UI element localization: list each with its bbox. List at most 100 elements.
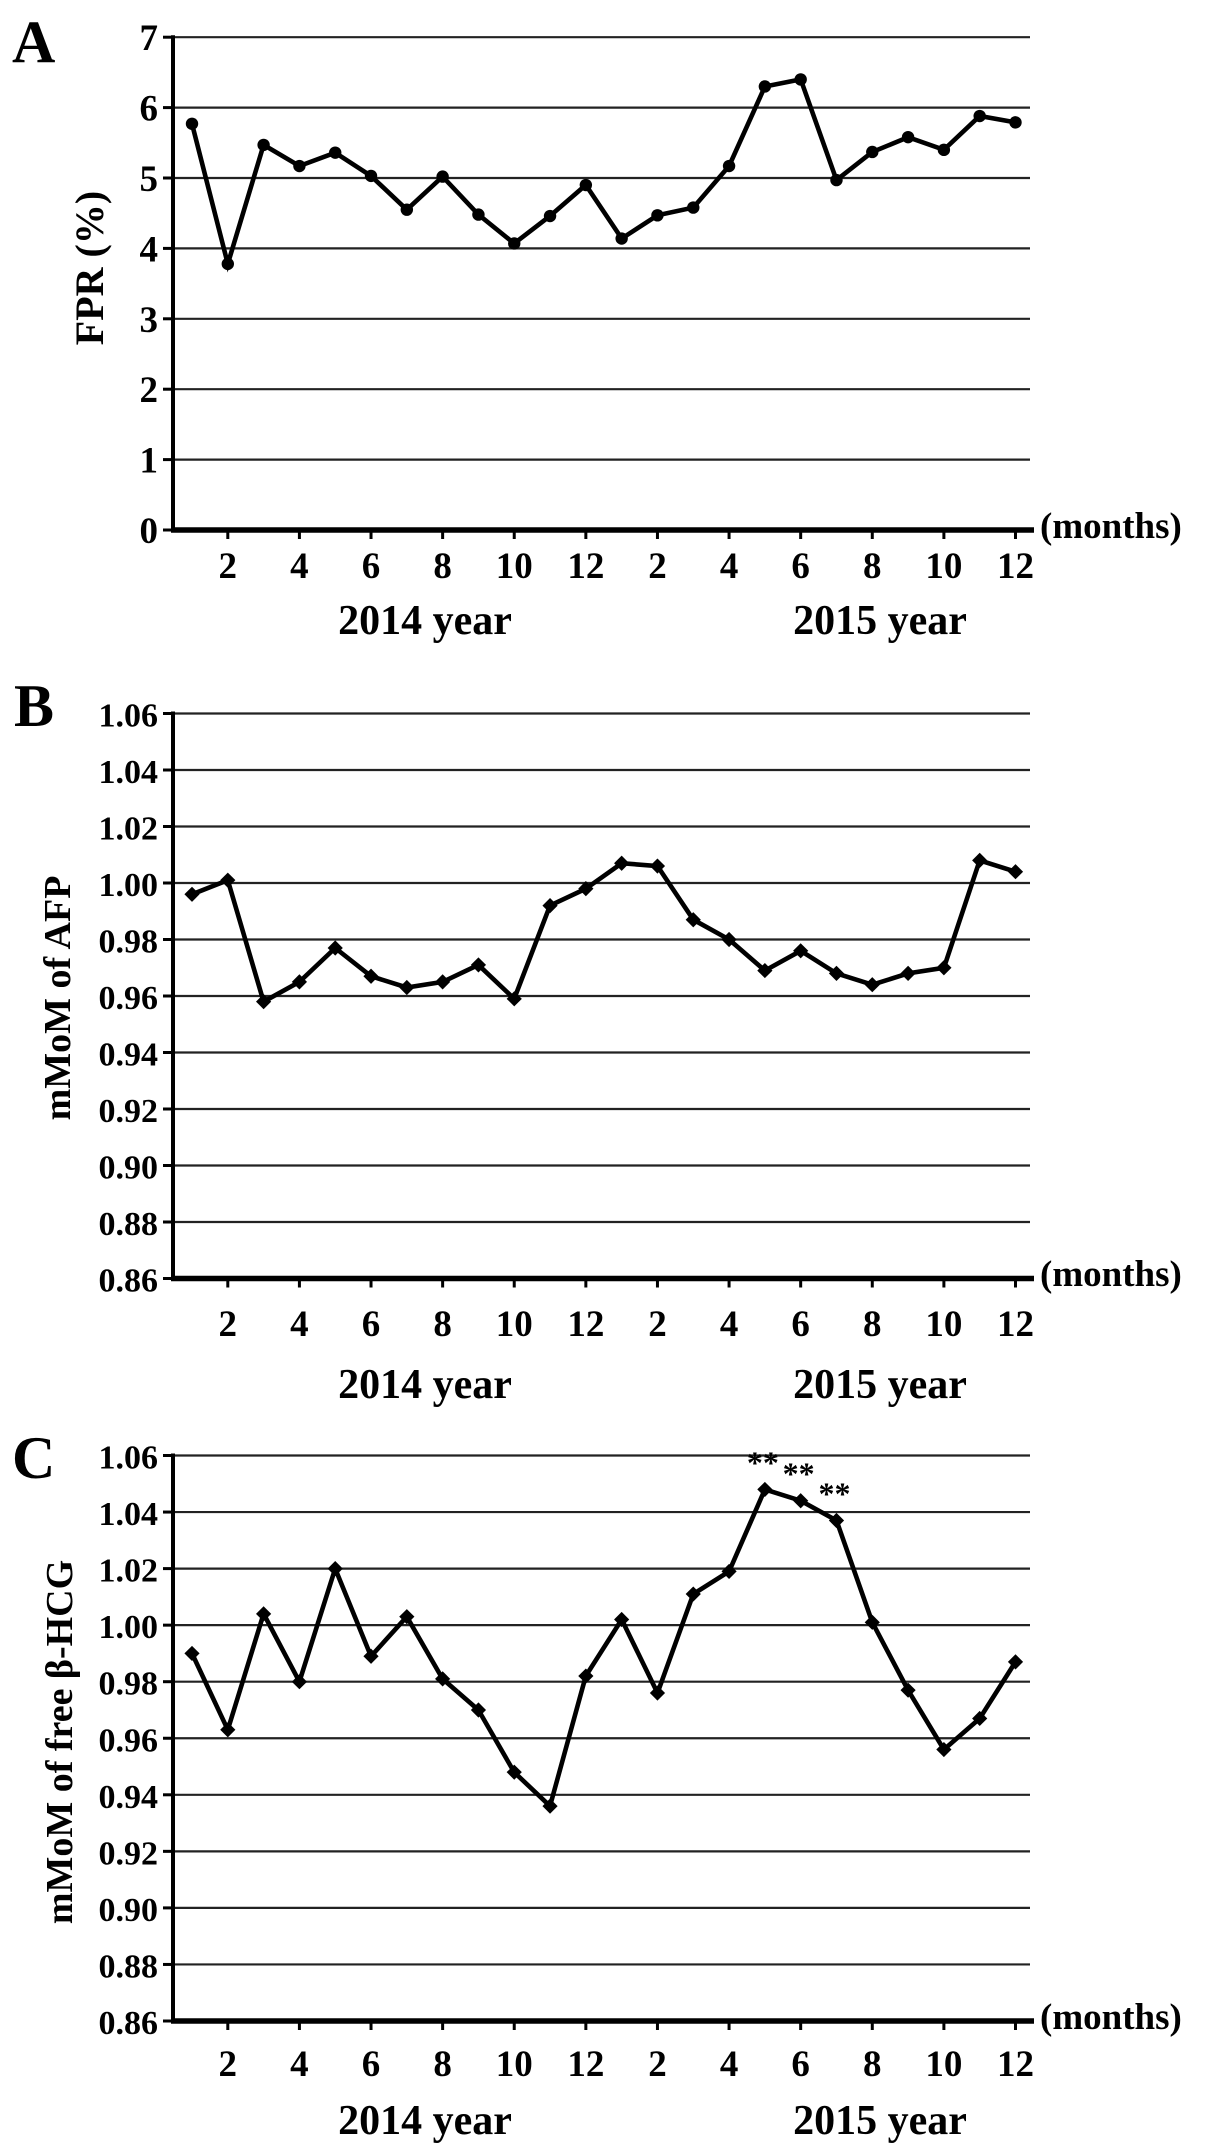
data-point-marker — [685, 1586, 701, 1602]
x-tick-label: 12 — [997, 2044, 1034, 2085]
data-point-marker — [721, 1563, 737, 1580]
data-point-marker — [864, 1614, 880, 1630]
x-tick-label: 4 — [290, 1304, 309, 1345]
data-point-marker — [1009, 116, 1022, 129]
y-tick-label: 0.88 — [99, 1206, 159, 1243]
data-point-marker — [472, 208, 485, 221]
panel-a-letter: A — [12, 9, 56, 75]
panel-c-letter: C — [12, 1425, 56, 1491]
y-tick-label: 4 — [140, 229, 159, 270]
data-point-marker — [220, 872, 236, 888]
x-tick-label: 8 — [433, 2044, 452, 2085]
data-point-marker — [470, 957, 487, 973]
data-point-marker — [722, 159, 736, 173]
y-tick-label: 0.98 — [99, 924, 159, 961]
data-point-marker — [184, 1645, 200, 1662]
x-tick-label: 4 — [720, 2044, 739, 2085]
y-tick-label: 1.02 — [99, 1553, 159, 1590]
y-tick-label: 0.90 — [99, 1892, 159, 1929]
data-point-marker — [794, 73, 807, 86]
x-tick-label: 6 — [791, 546, 810, 587]
data-point-marker — [435, 974, 451, 990]
y-tick-label: 0.96 — [99, 980, 159, 1017]
x-tick-label: 10 — [925, 1304, 962, 1345]
y-tick-label: 1.00 — [99, 867, 159, 904]
data-point-marker — [506, 1764, 522, 1780]
data-point-marker — [329, 146, 342, 159]
data-point-marker — [293, 159, 306, 173]
x-tick-label: 10 — [496, 2044, 533, 2085]
y-tick-label: 7 — [140, 18, 159, 59]
data-point-marker — [614, 855, 630, 871]
data-point-marker — [1007, 864, 1024, 880]
data-point-marker — [615, 232, 628, 245]
data-point-marker — [936, 1741, 952, 1758]
y-tick-label: 1 — [140, 441, 159, 482]
y-tick-label: 0.96 — [99, 1722, 159, 1759]
data-point-marker — [327, 940, 343, 956]
data-point-marker — [758, 80, 772, 93]
x-tick-label: 12 — [567, 1304, 604, 1345]
data-point-marker — [184, 886, 200, 902]
data-point-marker — [291, 974, 308, 990]
x-tick-label: 4 — [720, 1304, 739, 1345]
x-tick-label: 6 — [362, 2044, 381, 2085]
data-point-marker — [579, 178, 593, 192]
y-tick-label: 0.88 — [99, 1948, 159, 1985]
data-point-marker — [436, 170, 449, 183]
data-point-marker — [936, 960, 952, 976]
y-tick-label: 0.92 — [99, 1835, 159, 1872]
x-tick-label: 12 — [997, 546, 1034, 587]
data-point-marker — [1007, 1654, 1024, 1670]
x-tick-label: 4 — [290, 546, 309, 587]
data-point-marker — [649, 1685, 666, 1701]
x-tick-label: 2 — [648, 546, 667, 587]
data-point-marker — [578, 881, 594, 897]
data-point-marker — [542, 1798, 558, 1814]
chart-b-year-2015-label: 2015 year — [793, 1362, 967, 1408]
data-point-marker — [972, 852, 988, 868]
x-tick-label: 8 — [863, 1304, 882, 1345]
chart-b-y-axis-title: mMoM of AFP — [37, 875, 79, 1121]
x-tick-label: 12 — [567, 546, 604, 587]
data-point-marker — [327, 1561, 343, 1577]
y-tick-label: 2 — [140, 370, 159, 411]
y-tick-label: 0.86 — [99, 1263, 159, 1300]
data-point-marker — [866, 145, 879, 159]
data-point-marker — [793, 943, 809, 959]
data-point-marker — [220, 1722, 236, 1738]
data-point-marker — [435, 1671, 451, 1687]
y-tick-label: 1.04 — [99, 754, 159, 791]
x-tick-label: 8 — [433, 546, 452, 587]
chart-b-year-2014-label: 2014 year — [338, 1362, 512, 1408]
x-tick-label: 8 — [433, 1304, 452, 1345]
data-point-marker — [363, 1648, 379, 1664]
x-tick-label: 6 — [791, 2044, 810, 2085]
x-tick-label: 10 — [496, 546, 533, 587]
x-tick-label: 12 — [567, 2044, 604, 2085]
data-point-marker — [578, 1668, 594, 1684]
data-point-marker — [937, 143, 951, 157]
y-tick-label: 3 — [140, 300, 159, 341]
data-point-marker — [185, 117, 199, 130]
data-point-marker — [685, 912, 701, 928]
data-point-marker — [614, 1611, 630, 1628]
data-point-marker — [291, 1674, 308, 1690]
data-point-marker — [900, 965, 916, 981]
chart-c-year-2014-label: 2014 year — [338, 2098, 512, 2144]
y-tick-label: 1.04 — [99, 1496, 159, 1533]
data-point-marker — [506, 991, 522, 1007]
x-tick-label: 6 — [362, 1304, 381, 1345]
x-tick-label: 8 — [863, 2044, 882, 2085]
chart-a-y-axis-title: FPR (%) — [67, 190, 112, 346]
data-point-marker — [721, 931, 737, 948]
chart-a-months-unit-label: (months) — [1040, 506, 1182, 547]
x-tick-label: 10 — [925, 546, 962, 587]
series-line — [191, 857, 1017, 1006]
y-tick-label: 0.90 — [99, 1150, 159, 1187]
chart-panel-B: 0.86 0.88 0.90 0.92 0.94 0.96 0.98 1.00 1.02 1.04… — [99, 698, 1034, 1345]
data-point-marker — [543, 209, 557, 223]
y-tick-label: 0 — [140, 511, 159, 552]
data-point-marker — [972, 1710, 988, 1727]
